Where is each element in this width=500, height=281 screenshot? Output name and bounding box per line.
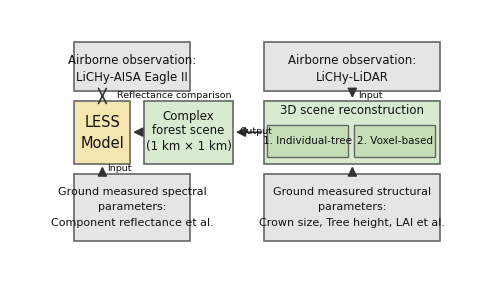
FancyBboxPatch shape	[354, 124, 436, 157]
FancyBboxPatch shape	[74, 174, 190, 241]
Text: parameters:: parameters:	[98, 201, 166, 212]
Text: Model: Model	[80, 136, 124, 151]
Text: Airborne observation:: Airborne observation:	[68, 55, 196, 67]
FancyBboxPatch shape	[74, 42, 190, 91]
Text: 2. Voxel-based: 2. Voxel-based	[356, 136, 432, 146]
Text: Input: Input	[358, 91, 382, 100]
FancyBboxPatch shape	[144, 101, 233, 164]
FancyBboxPatch shape	[267, 124, 348, 157]
FancyBboxPatch shape	[264, 101, 440, 164]
Text: Output: Output	[240, 127, 273, 136]
Text: forest scene: forest scene	[152, 124, 224, 137]
Text: LESS: LESS	[84, 115, 120, 130]
Text: Crown size, Tree height, LAI et al.: Crown size, Tree height, LAI et al.	[259, 218, 445, 228]
Text: (1 km × 1 km): (1 km × 1 km)	[146, 140, 232, 153]
Text: Input: Input	[108, 164, 132, 173]
Text: Ground measured spectral: Ground measured spectral	[58, 187, 206, 197]
Text: LiCHy-AISA Eagle II: LiCHy-AISA Eagle II	[76, 71, 188, 84]
Text: Component reflectance et al.: Component reflectance et al.	[51, 218, 214, 228]
Text: Reflectance comparison: Reflectance comparison	[117, 91, 231, 100]
Text: parameters:: parameters:	[318, 201, 386, 212]
FancyBboxPatch shape	[264, 174, 440, 241]
Text: LiCHy-LiDAR: LiCHy-LiDAR	[316, 71, 388, 84]
FancyBboxPatch shape	[74, 101, 130, 164]
Text: Ground measured structural: Ground measured structural	[273, 187, 431, 197]
Text: 1. Individual-tree: 1. Individual-tree	[264, 136, 352, 146]
Text: Complex: Complex	[162, 110, 214, 123]
Text: 3D scene reconstruction: 3D scene reconstruction	[280, 104, 424, 117]
Text: Airborne observation:: Airborne observation:	[288, 55, 416, 67]
FancyBboxPatch shape	[264, 42, 440, 91]
